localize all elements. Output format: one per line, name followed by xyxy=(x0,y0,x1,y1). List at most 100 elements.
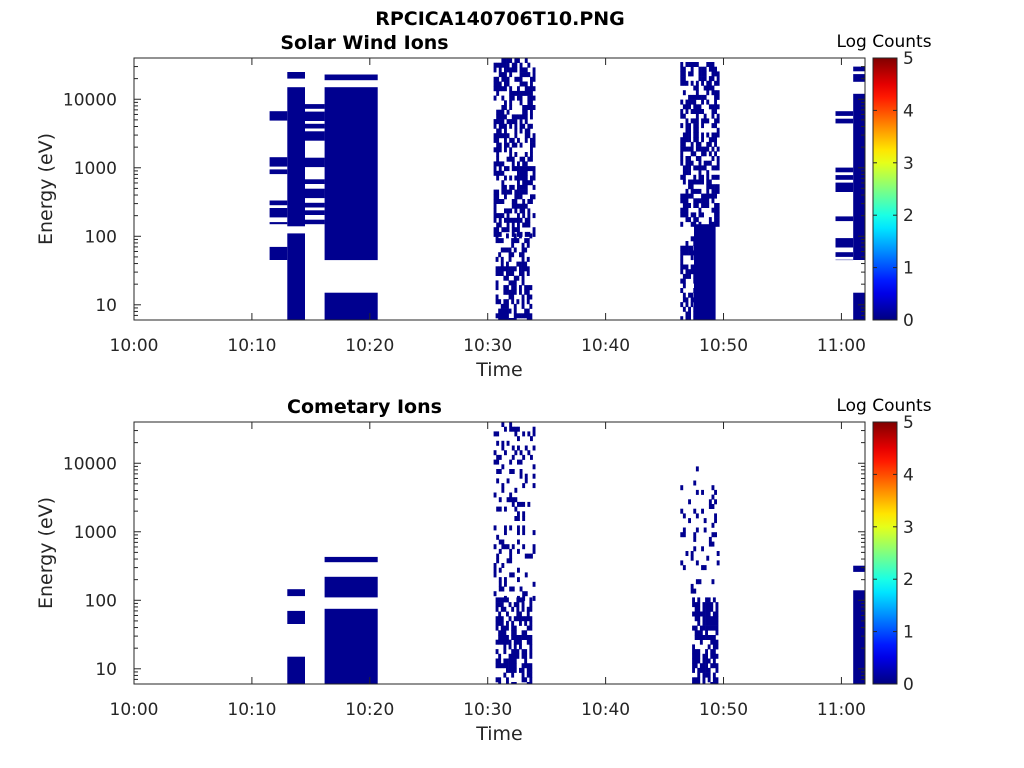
data-cell xyxy=(708,536,712,542)
data-cell xyxy=(509,147,513,153)
data-cell xyxy=(521,275,525,281)
data-cell xyxy=(524,238,528,244)
data-cell xyxy=(516,299,520,305)
data-cell xyxy=(519,289,522,295)
colorbar-label: Log Counts xyxy=(836,396,931,416)
data-cell xyxy=(682,278,686,284)
data-cell xyxy=(513,644,517,650)
data-cell xyxy=(519,261,522,267)
data-cell xyxy=(705,658,708,664)
data-cell xyxy=(685,245,689,251)
data-cell xyxy=(685,170,689,176)
data-cell xyxy=(682,297,686,303)
data-cell xyxy=(521,313,525,319)
data-cell xyxy=(519,90,523,96)
data-cell xyxy=(522,109,526,115)
data-cell xyxy=(506,67,510,73)
data-cell xyxy=(517,58,520,63)
data-cell xyxy=(680,532,684,538)
data-cell xyxy=(716,113,720,119)
data-cell xyxy=(508,602,512,608)
panel-title: Solar Wind Ions xyxy=(280,32,448,54)
data-cell xyxy=(519,597,522,603)
data-band xyxy=(835,167,854,173)
data-cell xyxy=(501,123,505,129)
data-cell xyxy=(517,548,520,554)
data-cell xyxy=(509,175,513,181)
data-cell xyxy=(524,677,528,683)
data-cell xyxy=(503,247,507,253)
data-cell xyxy=(503,625,507,631)
data-cell xyxy=(685,198,689,204)
data-cell xyxy=(682,104,686,110)
data-cell xyxy=(682,292,686,298)
data-cell xyxy=(711,109,715,114)
data-cell xyxy=(516,653,520,659)
data-cell xyxy=(714,207,717,213)
data-cell xyxy=(685,109,689,114)
data-cell xyxy=(529,597,533,603)
data-cell xyxy=(498,166,502,172)
data-cell xyxy=(500,303,504,309)
data-cell xyxy=(711,85,715,91)
data-cell xyxy=(685,99,689,105)
data-cell xyxy=(503,299,507,305)
data-band xyxy=(853,66,865,72)
data-cell xyxy=(680,109,684,114)
data-cell xyxy=(509,572,513,578)
data-cell xyxy=(508,639,512,645)
data-cell xyxy=(680,560,684,566)
data-cell xyxy=(690,109,694,114)
data-cell xyxy=(517,189,520,195)
data-cell xyxy=(521,247,525,253)
data-cell xyxy=(517,76,520,82)
data-cell xyxy=(682,71,686,77)
data-band xyxy=(305,157,325,168)
data-cell xyxy=(506,318,509,320)
data-cell xyxy=(714,499,717,505)
data-cell xyxy=(517,577,520,583)
data-cell xyxy=(514,487,518,493)
data-cell xyxy=(526,271,530,276)
data-cell xyxy=(695,113,699,119)
data-cell xyxy=(714,513,717,519)
data-cell xyxy=(693,480,697,486)
data-band xyxy=(269,208,288,218)
data-block xyxy=(269,246,288,260)
data-cell xyxy=(498,128,502,134)
data-cell xyxy=(493,199,497,204)
data-cell xyxy=(702,625,706,631)
data-cell xyxy=(503,266,507,272)
data-cell xyxy=(701,123,704,129)
data-cell xyxy=(506,247,509,253)
data-cell xyxy=(504,62,507,68)
data-cell xyxy=(693,217,697,223)
data-cell xyxy=(703,66,707,72)
x-tick-label: 10:10 xyxy=(227,336,276,356)
data-cell xyxy=(685,123,689,129)
data-cell xyxy=(690,141,694,147)
data-cell xyxy=(703,76,707,82)
data-cell xyxy=(521,271,525,276)
data-cell xyxy=(526,672,530,678)
data-cell xyxy=(716,560,720,566)
data-cell xyxy=(508,644,512,650)
data-cell xyxy=(711,532,715,538)
data-cell xyxy=(692,653,695,659)
data-cell xyxy=(688,137,691,143)
data-cell xyxy=(682,179,686,185)
data-cell xyxy=(711,156,715,161)
data-cell xyxy=(508,280,512,286)
data-cell xyxy=(496,76,500,82)
data-cell xyxy=(500,261,504,267)
data-cell xyxy=(496,152,500,157)
data-cell xyxy=(517,95,520,101)
data-cell xyxy=(498,682,502,684)
data-cell xyxy=(688,292,691,298)
data-cell xyxy=(522,501,526,507)
colorbar-tick-label: 1 xyxy=(903,623,914,643)
data-cell xyxy=(707,602,711,608)
data-cell xyxy=(701,94,704,100)
data-cell xyxy=(711,165,715,171)
data-cell xyxy=(501,213,505,219)
